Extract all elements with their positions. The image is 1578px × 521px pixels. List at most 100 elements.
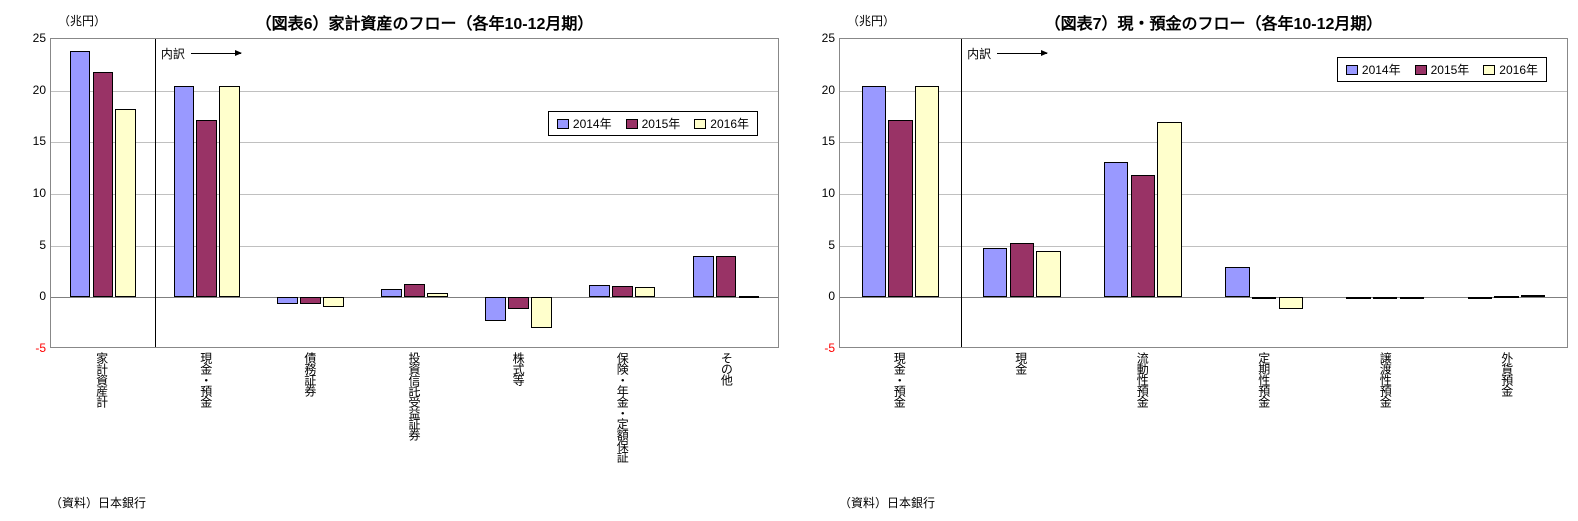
y-tick-label: 10 — [33, 186, 46, 200]
bar — [1373, 297, 1397, 299]
bar — [739, 296, 760, 298]
bar — [1131, 175, 1155, 297]
bar — [323, 297, 344, 306]
bar — [1400, 297, 1424, 299]
y-tick-label: -5 — [35, 341, 46, 355]
legend-label: 2014年 — [1362, 61, 1401, 78]
legend-swatch — [1415, 65, 1427, 75]
legend-swatch — [1483, 65, 1495, 75]
breakdown-divider — [961, 39, 962, 347]
x-axis-labels: 家計資産計現金・預金債務証券投資信託受益証券株式等保険・年金・定額保証その他 — [50, 348, 779, 488]
breakdown-annotation: 内訳 — [161, 45, 241, 62]
y-tick-label: 20 — [822, 83, 835, 97]
legend-item: 2014年 — [557, 115, 612, 132]
legend-swatch — [1346, 65, 1358, 75]
legend-swatch — [626, 119, 638, 129]
x-tick-label: 保険・年金・定額保証 — [614, 352, 631, 462]
bar — [915, 86, 939, 298]
y-tick-label: 25 — [33, 31, 46, 45]
y-tick-label: 10 — [822, 186, 835, 200]
bar — [381, 289, 402, 297]
bar — [693, 256, 714, 297]
bar — [174, 86, 195, 298]
x-tick-label: 現金・預金 — [891, 352, 908, 407]
bar — [862, 86, 886, 298]
arrow-right-icon — [997, 53, 1047, 54]
x-tick-label: 株式等 — [510, 352, 527, 385]
bar — [888, 120, 912, 298]
legend-item: 2014年 — [1346, 61, 1401, 78]
y-axis-unit: （兆円） — [847, 12, 895, 29]
legend-label: 2015年 — [642, 115, 681, 132]
source-note: （資料）日本銀行 — [839, 494, 1568, 511]
bar — [485, 297, 506, 321]
bar — [1252, 297, 1276, 299]
x-tick-label: 外貨預金 — [1499, 352, 1516, 396]
x-tick-label: 現金 — [1013, 352, 1030, 374]
chart-body: -50510152025内訳2014年2015年2016年 — [799, 38, 1568, 348]
legend-swatch — [694, 119, 706, 129]
x-tick-label: 債務証券 — [302, 352, 319, 396]
bar — [1346, 297, 1370, 299]
legend-label: 2016年 — [710, 115, 749, 132]
bar — [1036, 251, 1060, 298]
breakdown-divider — [155, 39, 156, 347]
x-tick-label: その他 — [718, 352, 735, 385]
legend-item: 2015年 — [626, 115, 681, 132]
gridline — [840, 194, 1567, 195]
x-axis-labels: 現金・預金 現金 流動性預金 定期性預金 譲渡性預金 外貨預金 — [839, 348, 1568, 488]
x-tick-label: 譲渡性預金 — [1377, 352, 1394, 407]
gridline — [840, 142, 1567, 143]
x-tick-label: 流動性預金 — [1134, 352, 1151, 407]
chart-body: -50510152025内訳2014年2015年2016年 — [10, 38, 779, 348]
chart-title: （図表7）現・預金のフロー（各年10-12月期） — [799, 10, 1568, 34]
bar — [635, 287, 656, 297]
chart-panel-6: （図表6）家計資産のフロー（各年10-12月期）（兆円）-50510152025… — [10, 10, 779, 511]
legend-label: 2016年 — [1499, 61, 1538, 78]
bar — [1010, 243, 1034, 298]
bar — [716, 256, 737, 297]
legend-label: 2015年 — [1431, 61, 1470, 78]
x-tick-label: 家計資産計 — [94, 352, 111, 407]
bar — [612, 286, 633, 297]
y-tick-label: 0 — [828, 289, 835, 303]
bar — [508, 297, 529, 308]
bar — [1468, 297, 1492, 299]
x-tick-label: 定期性預金 — [1256, 352, 1273, 407]
bar — [1494, 296, 1518, 298]
gridline — [840, 246, 1567, 247]
breakdown-label: 内訳 — [967, 45, 991, 62]
bar — [300, 297, 321, 303]
legend-item: 2016年 — [694, 115, 749, 132]
plot-area: 内訳 2014年 2015年 2016年 — [839, 38, 1568, 348]
bar — [1279, 297, 1303, 308]
y-tick-label: -5 — [824, 341, 835, 355]
bar — [70, 51, 91, 297]
bar — [1521, 295, 1545, 297]
bar — [589, 285, 610, 297]
bar — [219, 86, 240, 298]
y-axis-unit: （兆円） — [58, 12, 106, 29]
gridline — [51, 194, 778, 195]
bar — [277, 297, 298, 303]
bar — [427, 293, 448, 297]
bar — [93, 72, 114, 297]
breakdown-annotation: 内訳 — [967, 45, 1047, 62]
y-axis: -50510152025 — [799, 38, 839, 348]
y-tick-label: 15 — [822, 134, 835, 148]
x-tick-label: 投資信託受益証券 — [406, 352, 423, 440]
gridline — [51, 91, 778, 92]
y-tick-label: 15 — [33, 134, 46, 148]
y-tick-label: 5 — [828, 238, 835, 252]
plot-area: 内訳 2014年 2015年 2016年 — [50, 38, 779, 348]
bar — [404, 284, 425, 297]
bar — [1104, 162, 1128, 297]
y-tick-label: 25 — [822, 31, 835, 45]
gridline — [51, 246, 778, 247]
y-tick-label: 20 — [33, 83, 46, 97]
legend: 2014年 2015年 2016年 — [1337, 57, 1547, 82]
y-tick-label: 5 — [39, 238, 46, 252]
bar — [115, 109, 136, 297]
y-tick-label: 0 — [39, 289, 46, 303]
bar — [983, 248, 1007, 298]
